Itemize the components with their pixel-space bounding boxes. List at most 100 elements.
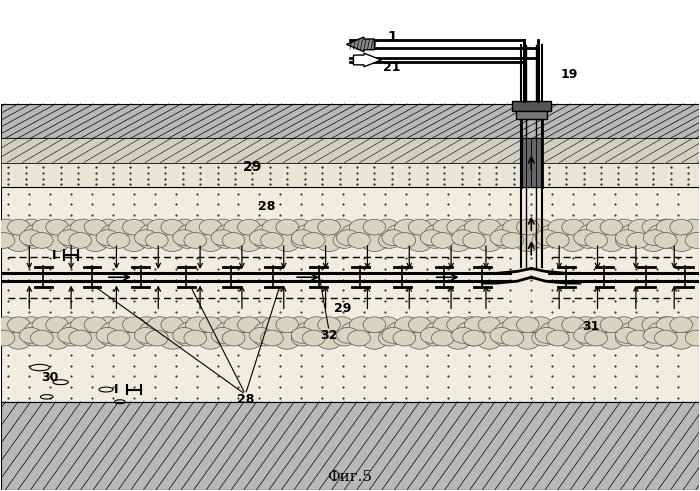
Circle shape: [654, 330, 677, 346]
Circle shape: [57, 327, 80, 343]
Circle shape: [445, 331, 470, 349]
Circle shape: [659, 322, 687, 341]
Circle shape: [528, 219, 553, 237]
Circle shape: [253, 330, 276, 346]
Circle shape: [425, 322, 452, 341]
Circle shape: [153, 222, 191, 249]
Circle shape: [19, 317, 44, 334]
Circle shape: [302, 327, 325, 343]
Circle shape: [186, 219, 211, 237]
Circle shape: [439, 222, 477, 249]
Circle shape: [335, 322, 363, 341]
Circle shape: [211, 317, 236, 334]
Circle shape: [503, 317, 528, 334]
Circle shape: [83, 331, 108, 349]
Circle shape: [356, 222, 393, 249]
Circle shape: [490, 230, 512, 246]
Circle shape: [668, 230, 691, 246]
Circle shape: [494, 330, 516, 346]
Text: 30: 30: [41, 371, 59, 384]
Circle shape: [648, 224, 676, 244]
Circle shape: [452, 327, 474, 343]
Circle shape: [255, 224, 282, 244]
Circle shape: [464, 219, 489, 237]
Circle shape: [348, 330, 370, 346]
Circle shape: [31, 233, 53, 248]
Circle shape: [69, 233, 92, 248]
Circle shape: [626, 233, 649, 248]
Circle shape: [681, 219, 700, 237]
Circle shape: [573, 219, 598, 237]
Circle shape: [687, 322, 700, 341]
Circle shape: [215, 233, 237, 248]
Circle shape: [249, 317, 274, 334]
Circle shape: [176, 233, 199, 248]
Circle shape: [198, 234, 223, 251]
Circle shape: [505, 230, 527, 246]
Circle shape: [668, 331, 694, 349]
Circle shape: [495, 322, 523, 341]
Circle shape: [578, 224, 606, 244]
Circle shape: [223, 233, 245, 248]
Circle shape: [382, 327, 405, 343]
Circle shape: [264, 327, 287, 343]
Circle shape: [19, 219, 44, 237]
Circle shape: [656, 317, 681, 334]
Circle shape: [237, 219, 260, 235]
Circle shape: [24, 322, 51, 341]
Circle shape: [515, 331, 540, 349]
Circle shape: [515, 234, 540, 251]
Circle shape: [433, 219, 458, 237]
Circle shape: [489, 317, 514, 334]
Circle shape: [223, 330, 245, 346]
Circle shape: [696, 230, 700, 246]
Circle shape: [617, 224, 645, 244]
Circle shape: [615, 330, 638, 346]
Circle shape: [573, 317, 598, 334]
Circle shape: [184, 233, 206, 248]
Circle shape: [435, 230, 458, 246]
Circle shape: [57, 317, 83, 334]
Circle shape: [160, 331, 185, 349]
Circle shape: [435, 327, 458, 343]
Circle shape: [447, 219, 470, 235]
Circle shape: [8, 219, 30, 235]
Circle shape: [216, 322, 244, 341]
Circle shape: [192, 222, 230, 249]
Circle shape: [318, 317, 340, 333]
Circle shape: [600, 219, 623, 235]
Circle shape: [420, 230, 443, 246]
Circle shape: [25, 322, 52, 341]
Circle shape: [501, 330, 524, 346]
Circle shape: [211, 219, 236, 237]
Circle shape: [464, 317, 489, 334]
Circle shape: [600, 317, 623, 333]
Circle shape: [374, 219, 400, 237]
Circle shape: [107, 233, 130, 248]
Circle shape: [111, 230, 133, 246]
Circle shape: [386, 224, 414, 244]
Circle shape: [426, 224, 453, 244]
Circle shape: [134, 230, 157, 246]
Circle shape: [107, 330, 130, 346]
Circle shape: [121, 234, 146, 251]
Circle shape: [445, 234, 470, 251]
Bar: [516, 111, 547, 118]
Circle shape: [532, 330, 554, 346]
FancyArrow shape: [346, 37, 374, 52]
Circle shape: [291, 327, 314, 343]
Circle shape: [543, 327, 566, 343]
Circle shape: [230, 320, 267, 347]
Circle shape: [599, 331, 624, 349]
Circle shape: [439, 320, 477, 347]
Circle shape: [612, 219, 636, 237]
Circle shape: [237, 331, 262, 349]
Circle shape: [478, 317, 500, 333]
Circle shape: [139, 224, 167, 244]
Circle shape: [71, 219, 95, 237]
Circle shape: [620, 224, 648, 244]
Circle shape: [386, 322, 414, 341]
Circle shape: [562, 219, 584, 235]
Circle shape: [363, 317, 386, 333]
Circle shape: [255, 322, 282, 341]
